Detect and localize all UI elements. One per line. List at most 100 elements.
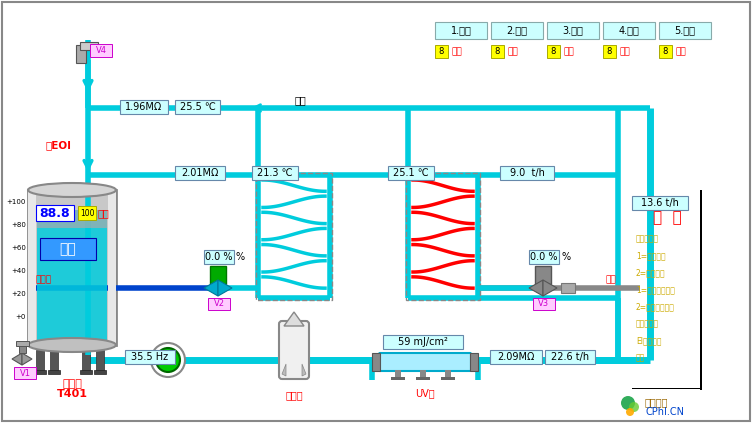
Bar bbox=[470, 353, 478, 371]
Text: +40: +40 bbox=[11, 268, 26, 274]
Text: 0.0 %: 0.0 % bbox=[530, 252, 558, 262]
Circle shape bbox=[621, 396, 635, 410]
Bar bbox=[76, 45, 86, 63]
Text: T401: T401 bbox=[56, 389, 87, 399]
Text: 3.保温: 3.保温 bbox=[562, 25, 584, 36]
Bar bbox=[16, 341, 29, 346]
Polygon shape bbox=[284, 312, 304, 326]
Bar bbox=[490, 350, 542, 364]
Bar bbox=[80, 370, 92, 374]
Text: UV燈: UV燈 bbox=[415, 388, 435, 398]
Text: 25.5 ℃: 25.5 ℃ bbox=[180, 102, 215, 112]
Bar bbox=[391, 377, 405, 380]
Bar bbox=[529, 250, 559, 264]
Bar bbox=[500, 166, 554, 180]
Text: CPhI.CN: CPhI.CN bbox=[645, 407, 684, 417]
Text: 回瞬: 回瞬 bbox=[295, 95, 307, 105]
Bar bbox=[252, 166, 298, 180]
Text: V2: V2 bbox=[214, 299, 225, 308]
Bar bbox=[37, 210, 107, 228]
Bar bbox=[96, 350, 104, 372]
Bar bbox=[659, 45, 672, 58]
Text: 分鐘: 分鐘 bbox=[507, 47, 517, 57]
Bar bbox=[383, 335, 463, 349]
Polygon shape bbox=[543, 280, 557, 296]
Polygon shape bbox=[204, 280, 218, 296]
Text: V1: V1 bbox=[20, 368, 31, 377]
Bar bbox=[94, 370, 106, 374]
Text: 洗衣機用水: 洗衣機用水 bbox=[636, 319, 659, 328]
Text: 2=純蒸氣發生器: 2=純蒸氣發生器 bbox=[636, 302, 675, 311]
Text: 1.96MΩ: 1.96MΩ bbox=[126, 102, 162, 112]
Text: 5.換水: 5.換水 bbox=[675, 25, 696, 36]
Circle shape bbox=[626, 408, 634, 416]
Bar bbox=[256, 173, 332, 300]
Circle shape bbox=[156, 348, 180, 372]
Text: +100: +100 bbox=[7, 199, 26, 205]
Bar bbox=[108, 190, 116, 345]
Text: 8: 8 bbox=[495, 47, 500, 56]
Text: 2.01MΩ: 2.01MΩ bbox=[181, 168, 219, 178]
Bar bbox=[90, 44, 112, 57]
Bar bbox=[406, 173, 480, 300]
Text: 25.1 ℃: 25.1 ℃ bbox=[393, 168, 429, 178]
Bar bbox=[48, 370, 60, 374]
Text: 分鐘: 分鐘 bbox=[563, 47, 574, 57]
Text: 88.8: 88.8 bbox=[40, 206, 71, 220]
Text: 臭EOI: 臭EOI bbox=[46, 140, 72, 150]
Circle shape bbox=[629, 402, 639, 412]
Text: 分鐘: 分鐘 bbox=[451, 47, 462, 57]
Bar bbox=[533, 298, 555, 310]
Bar bbox=[700, 190, 702, 390]
Bar bbox=[632, 196, 688, 210]
Bar bbox=[36, 205, 74, 221]
Bar bbox=[441, 377, 455, 380]
Bar bbox=[28, 190, 116, 345]
Bar bbox=[395, 370, 401, 378]
Text: 2.加熱: 2.加熱 bbox=[507, 25, 527, 36]
Text: %: % bbox=[561, 252, 570, 262]
Text: 蒸氣: 蒸氣 bbox=[605, 275, 616, 284]
Text: %: % bbox=[236, 252, 245, 262]
Text: 過濾器: 過濾器 bbox=[285, 390, 303, 400]
Bar bbox=[120, 100, 168, 114]
Polygon shape bbox=[282, 364, 286, 376]
Text: 22.6 t/h: 22.6 t/h bbox=[551, 352, 589, 362]
Bar bbox=[40, 238, 96, 260]
Text: 8: 8 bbox=[663, 47, 669, 56]
Polygon shape bbox=[218, 280, 232, 296]
Bar bbox=[603, 45, 616, 58]
Bar bbox=[175, 100, 220, 114]
Text: 冷凍水: 冷凍水 bbox=[35, 275, 51, 284]
Text: 高堂: 高堂 bbox=[636, 353, 645, 362]
Bar bbox=[491, 45, 504, 58]
Text: 分鐘: 分鐘 bbox=[98, 208, 110, 218]
Polygon shape bbox=[12, 353, 22, 365]
Bar bbox=[37, 210, 107, 342]
Text: V3: V3 bbox=[538, 299, 550, 308]
Text: 1=洗睌水機: 1=洗睌水機 bbox=[636, 251, 666, 260]
Bar bbox=[372, 357, 478, 364]
Bar bbox=[416, 377, 430, 380]
Text: 59 mJ/cm²: 59 mJ/cm² bbox=[398, 337, 448, 347]
Bar bbox=[561, 283, 575, 293]
Text: 服務: 服務 bbox=[59, 242, 77, 256]
Text: 分鐘: 分鐘 bbox=[675, 47, 686, 57]
Bar bbox=[78, 206, 96, 220]
Text: 4.冷卻: 4.冷卻 bbox=[619, 25, 639, 36]
Text: 1.擋水: 1.擋水 bbox=[450, 25, 472, 36]
FancyBboxPatch shape bbox=[379, 353, 471, 371]
Ellipse shape bbox=[28, 183, 116, 197]
Bar bbox=[14, 367, 36, 379]
Text: 用  戸: 用 戸 bbox=[653, 211, 681, 225]
FancyBboxPatch shape bbox=[80, 42, 98, 50]
Text: 二致注射室: 二致注射室 bbox=[636, 234, 659, 243]
Polygon shape bbox=[529, 280, 543, 296]
Bar bbox=[125, 350, 175, 364]
Text: 9.0  t/h: 9.0 t/h bbox=[510, 168, 544, 178]
Bar bbox=[632, 388, 702, 390]
Text: 制药在線: 制药在線 bbox=[645, 397, 669, 407]
Bar bbox=[28, 190, 36, 345]
FancyBboxPatch shape bbox=[279, 321, 309, 379]
Circle shape bbox=[151, 343, 185, 377]
